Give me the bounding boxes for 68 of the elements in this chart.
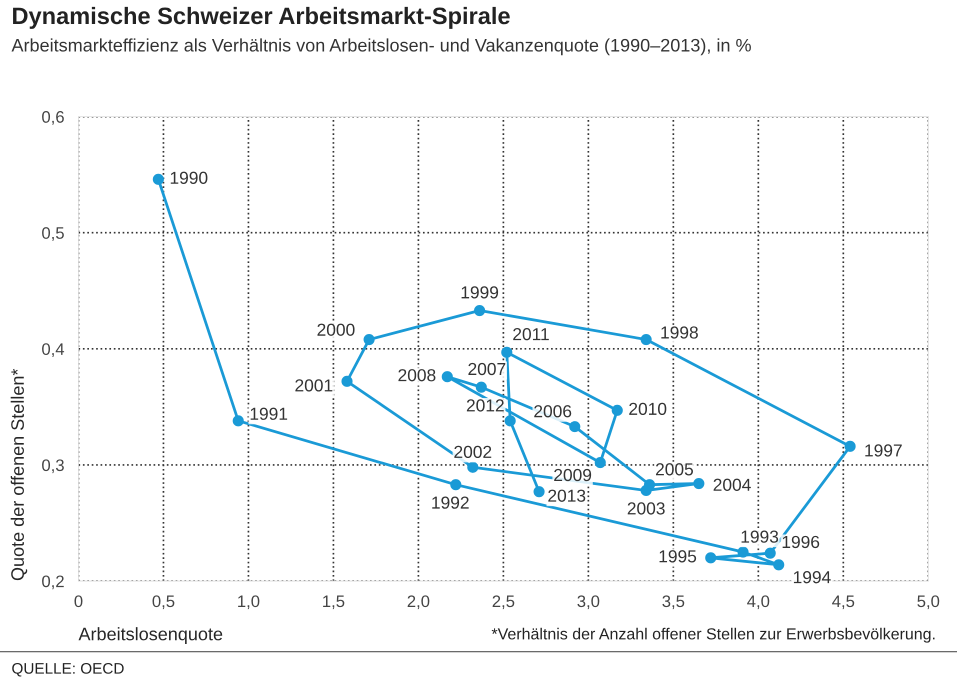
point: [450, 479, 462, 490]
annotation: 1994: [794, 571, 831, 584]
point: [640, 334, 652, 346]
annotation: 2013: [548, 490, 586, 502]
y-tick-label: 0,6: [42, 111, 64, 125]
point: [612, 404, 623, 416]
annotation: 1991: [250, 408, 288, 420]
x-tick-label: 5,0: [917, 595, 940, 610]
point: [474, 304, 486, 316]
x-tick-label: 3,0: [577, 595, 600, 610]
y-axis-title: Quote der offenen Stellen*: [10, 368, 28, 580]
annotation: 1998: [661, 326, 698, 339]
point: [844, 440, 856, 452]
annotation: 2002: [454, 446, 492, 458]
x-tick-label: 4,0: [747, 595, 770, 610]
chart-title: Dynamische Schweizer Arbeitsmarkt-Spirale: [13, 6, 510, 29]
point: [764, 548, 776, 559]
annotation: 2003: [628, 502, 665, 515]
point: [501, 346, 512, 358]
point: [476, 382, 487, 393]
point: [693, 478, 704, 490]
annotation: 2000: [317, 324, 355, 336]
point: [773, 559, 784, 570]
point: [569, 421, 580, 432]
annotation: 2011: [513, 328, 549, 340]
annotation: 1996: [782, 536, 820, 548]
x-tick-label: 3,5: [662, 595, 684, 610]
point: [364, 334, 375, 346]
annotation: 1990: [170, 172, 208, 184]
annotation: 1999: [462, 286, 498, 299]
annotation: 2012: [466, 399, 504, 412]
y-tick-label: 0,5: [42, 227, 64, 241]
x-tick-label: 4,5: [832, 596, 854, 610]
point: [232, 415, 244, 426]
y-tick-label: 0,3: [42, 459, 64, 474]
x-axis-title: Arbeitslosenquote: [78, 627, 222, 644]
chart-subtitle: Arbeitsmarkteffizienz als Verhältnis von Arbeitslosen- und Vakanzenquote (1990–2013), in %: [12, 38, 751, 56]
annotation: 2007: [468, 362, 506, 376]
source-note: QUELLE: OECD: [12, 662, 124, 677]
annotation: 1995: [660, 550, 696, 562]
point: [737, 546, 749, 558]
x-tick-label: 1,5: [323, 596, 344, 610]
annotation: 1992: [432, 496, 469, 509]
annotation: 2006: [534, 405, 572, 418]
point: [341, 376, 353, 387]
point: [705, 552, 716, 564]
annotation: 2010: [629, 402, 666, 416]
annotation: 1997: [865, 444, 902, 457]
x-tick-label: 0: [74, 595, 82, 608]
annotation: 2004: [714, 478, 751, 491]
y-tick-label: 0,4: [42, 343, 64, 358]
point: [594, 457, 606, 468]
x-tick-label: 0,5: [152, 595, 174, 610]
text: *Verhältnis der Anzahl offener Stellen zur Erwerbsbevölkerung.: [492, 628, 935, 643]
x-tick-label: 1,0: [238, 595, 260, 610]
x-tick-label: 2,0: [408, 595, 430, 610]
point: [152, 174, 164, 185]
annotation: 1993: [742, 530, 778, 543]
point: [504, 415, 516, 426]
annotation: 2001: [295, 379, 332, 392]
annotation: 2008: [398, 369, 436, 382]
y-tick-label: 0,2: [42, 575, 64, 590]
point: [534, 486, 545, 498]
point: [467, 462, 478, 473]
point: [442, 371, 453, 382]
x-tick-label: 2,5: [492, 595, 514, 610]
annotation: 2009: [554, 468, 592, 482]
annotation: 2005: [656, 463, 693, 476]
